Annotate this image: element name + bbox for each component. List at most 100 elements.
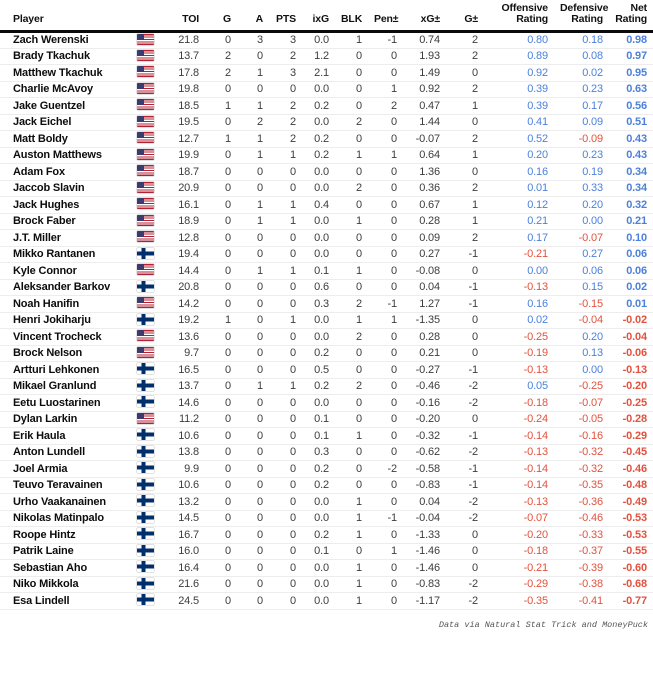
stat-assists: 0 xyxy=(237,543,269,561)
stat-ixg: 0.0 xyxy=(302,81,335,99)
stat-goals: 0 xyxy=(205,147,237,165)
stat-penalty-diff: 0 xyxy=(368,213,403,231)
offensive-rating-cell: 0.52 xyxy=(484,130,554,148)
usa-flag-icon xyxy=(136,231,154,243)
finland-flag-icon xyxy=(136,511,154,523)
nationality-cell xyxy=(133,147,157,165)
stat-toi: 13.7 xyxy=(157,48,205,66)
stat-toi: 24.5 xyxy=(157,592,205,610)
stat-goal-diff: -1 xyxy=(446,477,484,495)
offensive-rating-cell: 0.89 xyxy=(484,48,554,66)
finland-flag-icon xyxy=(136,495,154,507)
stat-penalty-diff: 0 xyxy=(368,411,403,429)
stat-xg-diff: -0.58 xyxy=(403,460,446,478)
stat-toi: 19.2 xyxy=(157,312,205,330)
stat-penalty-diff: 1 xyxy=(368,543,403,561)
stat-assists: 1 xyxy=(237,196,269,214)
stat-blocks: 1 xyxy=(335,31,368,49)
stat-toi: 19.8 xyxy=(157,81,205,99)
table-row: Mikko Rantanen 19.4 0 0 0 0.0 0 0 0.27 -… xyxy=(0,246,653,264)
stat-blocks: 2 xyxy=(335,295,368,313)
stat-xg-diff: -0.83 xyxy=(403,477,446,495)
col-header-toi: TOI xyxy=(157,0,205,34)
stat-goals: 1 xyxy=(205,312,237,330)
stat-goals: 0 xyxy=(205,493,237,511)
stat-ixg: 0.2 xyxy=(302,345,335,363)
stat-goal-diff: 1 xyxy=(446,147,484,165)
net-rating-cell: -0.53 xyxy=(609,526,653,544)
net-rating-cell: 0.95 xyxy=(609,64,653,82)
defensive-rating-cell: -0.39 xyxy=(554,559,609,577)
stat-points: 1 xyxy=(269,196,302,214)
stat-points: 0 xyxy=(269,460,302,478)
stat-penalty-diff: 0 xyxy=(368,345,403,363)
player-name: Aleksander Barkov xyxy=(0,279,133,297)
stat-penalty-diff: 0 xyxy=(368,394,403,412)
stat-ixg: 1.2 xyxy=(302,48,335,66)
nationality-cell xyxy=(133,493,157,511)
stat-penalty-diff: -2 xyxy=(368,460,403,478)
stat-ixg: 0.0 xyxy=(302,31,335,49)
defensive-rating-cell: -0.07 xyxy=(554,394,609,412)
stat-assists: 0 xyxy=(237,592,269,610)
defensive-rating-cell: -0.04 xyxy=(554,312,609,330)
stat-ixg: 0.0 xyxy=(302,493,335,511)
nationality-cell xyxy=(133,345,157,363)
nationality-cell xyxy=(133,262,157,280)
stat-xg-diff: -1.46 xyxy=(403,543,446,561)
stat-xg-diff: -0.83 xyxy=(403,576,446,594)
usa-flag-icon xyxy=(136,264,154,276)
stat-penalty-diff: 0 xyxy=(368,526,403,544)
nationality-cell xyxy=(133,378,157,396)
player-name: Nikolas Matinpalo xyxy=(0,510,133,528)
stat-points: 0 xyxy=(269,180,302,198)
stat-assists: 0 xyxy=(237,180,269,198)
table-row: Esa Lindell 24.5 0 0 0 0.0 1 0 -1.17 -2 … xyxy=(0,592,653,610)
stat-goal-diff: 0 xyxy=(446,345,484,363)
stat-xg-diff: 0.28 xyxy=(403,213,446,231)
player-name: J.T. Miller xyxy=(0,229,133,247)
stat-points: 2 xyxy=(269,130,302,148)
stat-points: 2 xyxy=(269,114,302,132)
usa-flag-icon xyxy=(136,165,154,177)
stat-toi: 14.4 xyxy=(157,262,205,280)
stat-assists: 0 xyxy=(237,229,269,247)
stat-xg-diff: 0.36 xyxy=(403,180,446,198)
stat-toi: 13.7 xyxy=(157,378,205,396)
stat-points: 1 xyxy=(269,262,302,280)
stat-assists: 0 xyxy=(237,312,269,330)
stat-blocks: 1 xyxy=(335,312,368,330)
offensive-rating-cell: 0.12 xyxy=(484,196,554,214)
stat-toi: 13.8 xyxy=(157,444,205,462)
offensive-rating-cell: -0.13 xyxy=(484,361,554,379)
nationality-cell xyxy=(133,180,157,198)
defensive-rating-cell: 0.00 xyxy=(554,213,609,231)
stat-xg-diff: -0.46 xyxy=(403,378,446,396)
stat-toi: 16.5 xyxy=(157,361,205,379)
nationality-cell xyxy=(133,328,157,346)
stat-toi: 20.9 xyxy=(157,180,205,198)
stat-goals: 0 xyxy=(205,180,237,198)
stat-goal-diff: 0 xyxy=(446,328,484,346)
table-row: Jack Eichel 19.5 0 2 2 0.0 2 0 1.44 0 0.… xyxy=(0,114,653,132)
stat-penalty-diff: 0 xyxy=(368,279,403,297)
stat-goal-diff: 0 xyxy=(446,64,484,82)
player-name: Patrik Laine xyxy=(0,543,133,561)
stat-xg-diff: 0.74 xyxy=(403,31,446,49)
stat-points: 1 xyxy=(269,147,302,165)
stat-assists: 0 xyxy=(237,163,269,181)
nationality-cell xyxy=(133,559,157,577)
stat-ixg: 0.2 xyxy=(302,378,335,396)
stat-ixg: 0.1 xyxy=(302,543,335,561)
stat-penalty-diff: 0 xyxy=(368,493,403,511)
defensive-rating-cell: -0.35 xyxy=(554,477,609,495)
defensive-rating-cell: 0.02 xyxy=(554,64,609,82)
usa-flag-icon xyxy=(136,330,154,342)
stat-goals: 0 xyxy=(205,559,237,577)
stat-toi: 12.8 xyxy=(157,229,205,247)
stat-goal-diff: -1 xyxy=(446,460,484,478)
stat-assists: 3 xyxy=(237,31,269,49)
player-name: Teuvo Teravainen xyxy=(0,477,133,495)
stat-penalty-diff: 2 xyxy=(368,97,403,115)
stat-goal-diff: -1 xyxy=(446,295,484,313)
